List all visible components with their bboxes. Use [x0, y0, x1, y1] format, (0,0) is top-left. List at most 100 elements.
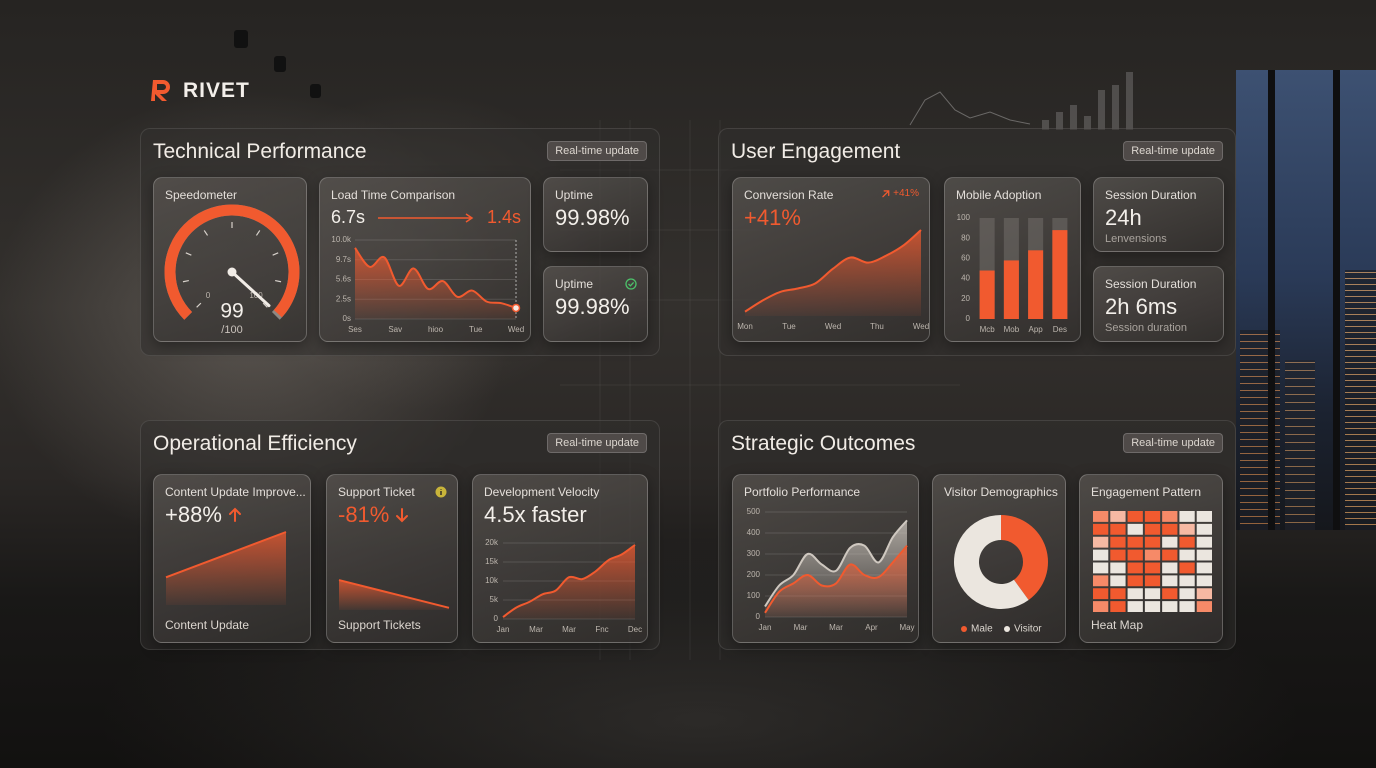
heat-cell [1127, 536, 1143, 548]
heat-cell [1196, 601, 1212, 612]
heat-cell [1110, 536, 1126, 548]
heat-cell [1162, 562, 1178, 574]
y-tick-label: 0 [966, 314, 971, 323]
card: Uptime 99.98% [543, 177, 648, 252]
card-title: Uptime [555, 277, 594, 291]
bar [1052, 230, 1068, 319]
card: 010099/100 Speedometer [153, 177, 307, 342]
chart: 010099/100 [164, 204, 300, 336]
gauge-tick-label: 0 [206, 291, 211, 300]
bar [1028, 250, 1044, 319]
status-badge: Real-time update [547, 433, 647, 453]
heat-cell [1110, 523, 1126, 535]
card: 10.0k 9.7s 5.6s 2.5s 0s Ses Sav hioo Tue Wed Load … [319, 177, 531, 342]
x-tick-label: Tue [469, 325, 483, 334]
chart: 0 5k 10k 15k 20k Jan Mar Mar Fnc Dec [485, 538, 642, 634]
bar [1003, 260, 1019, 319]
y-tick-label: 40 [961, 274, 970, 283]
heat-cell [1179, 601, 1195, 612]
area [765, 545, 907, 617]
x-tick-label: Tue [782, 322, 796, 331]
x-tick-label: Thu [870, 322, 884, 331]
donut-slice [954, 515, 1029, 609]
line [338, 579, 450, 609]
heat-cell [1196, 575, 1212, 587]
card-title: Session Duration [1105, 188, 1197, 202]
to-value: 1.4s [486, 207, 521, 227]
holo-bars [1042, 72, 1133, 130]
trend-icon [228, 507, 241, 522]
area [745, 230, 921, 316]
x-tick-label: Dec [628, 625, 642, 634]
area [503, 544, 635, 619]
y-tick-label: 2.5s [336, 294, 351, 303]
panel: Operational Efficiency Real-time update Co… [140, 420, 660, 650]
kpi-value: 2h 6ms [1105, 294, 1178, 319]
chart: Male Visitor [954, 515, 1048, 635]
kpi-value: 4.5x faster [484, 502, 587, 527]
x-tick-label: Mon [737, 322, 753, 331]
chart: 0 100 200 300 400 500 Jan Mar Mar Apr May [747, 507, 915, 632]
from-value: 6.7s [331, 207, 366, 227]
heat-cell [1127, 549, 1143, 561]
brand: RIVET [183, 79, 250, 102]
ceiling-lights [234, 30, 321, 98]
y-tick-label: 0s [343, 314, 351, 323]
legend-label: Male [971, 624, 993, 635]
card: 0 5k 10k 15k 20k Jan Mar Mar Fnc Dec Development V… [472, 474, 648, 643]
x-tick-label: May [899, 623, 914, 632]
x-tick-label: Jan [759, 623, 772, 632]
heat-cell [1144, 511, 1161, 522]
chart: 0 20 40 60 80 100 Mcb Mob App Des [957, 213, 1068, 334]
kpi-value: -81% [338, 502, 390, 527]
y-tick-label: 10k [485, 576, 499, 585]
card-title: Speedometer [165, 188, 238, 202]
value-row: 4.5x faster [484, 502, 587, 528]
x-tick-label: App [1029, 325, 1044, 334]
x-tick-label: Des [1053, 325, 1067, 334]
y-tick-label: 80 [961, 233, 970, 242]
heat-cell [1093, 601, 1109, 612]
heat-cell [1144, 601, 1161, 612]
heat-cell [1127, 523, 1143, 535]
status-icon [625, 278, 637, 290]
x-tick-label: Apr [865, 623, 878, 632]
delta: +41% [881, 188, 919, 199]
card-title: Portfolio Performance [744, 485, 861, 499]
value-row: 99.98% [555, 205, 630, 231]
heat-cell [1093, 562, 1109, 574]
card: Mon Tue Wed Thu Wed Conversion Rate +41% +41% [732, 177, 930, 342]
x-tick-label: Ses [348, 325, 362, 334]
panel-title: Operational Efficiency [153, 432, 357, 455]
kpi-sub: Lenvensions [1105, 233, 1167, 245]
line [502, 544, 636, 618]
y-tick-label: 20k [485, 538, 499, 547]
y-tick-label: 300 [747, 549, 761, 558]
heat-cell [1196, 511, 1212, 522]
card-footer: Heat Map [1091, 618, 1144, 632]
kpi-value: 99.98% [555, 294, 630, 319]
heat-cell [1196, 562, 1212, 574]
heat-cell [1179, 575, 1195, 587]
card: Content Update Improve... +88% Content Upd… [153, 474, 311, 643]
card-title: Content Update Improve... [165, 485, 306, 499]
y-tick-label: 20 [961, 294, 970, 303]
y-tick-label: 200 [747, 570, 761, 579]
legend-dot [961, 626, 967, 632]
heat-cell [1179, 536, 1195, 548]
y-tick-label: 0 [494, 614, 499, 623]
mullion [1268, 70, 1275, 530]
donut-slice [1001, 515, 1048, 601]
heat-cell [1162, 588, 1178, 600]
card-title: Engagement Pattern [1091, 485, 1202, 499]
y-tick-label: 15k [485, 557, 499, 566]
x-tick-label: Sav [388, 325, 402, 334]
card-footer: Content Update [165, 618, 250, 632]
gauge-notch [203, 230, 209, 236]
line [354, 247, 517, 309]
card-title: Session Duration [1105, 277, 1197, 291]
legend-label: Visitor [1014, 624, 1042, 635]
card: 0 100 200 300 400 500 Jan Mar Mar Apr May Portfolio… [732, 474, 919, 643]
